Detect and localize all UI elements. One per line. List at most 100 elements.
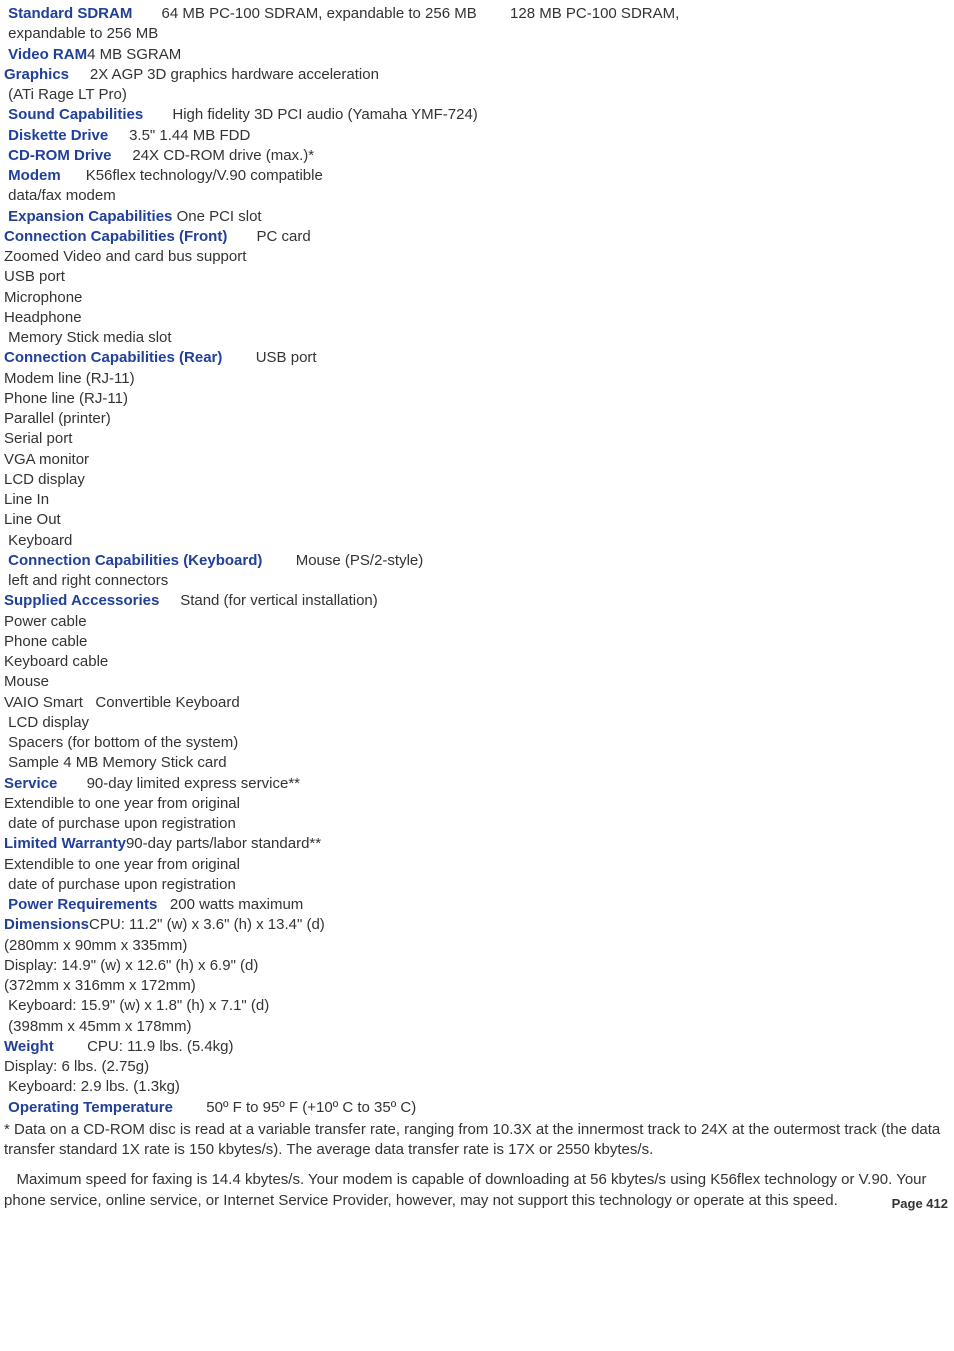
row-gap [173, 1099, 206, 1116]
spec-value: (ATi Rage LT Pro) [4, 86, 127, 103]
spec-value: 24X CD-ROM drive (max.)* [132, 147, 314, 164]
spec-row: VAIO Smart Convertible Keyboard [4, 693, 948, 713]
spec-row: USB port [4, 267, 948, 287]
spec-label: Standard SDRAM [8, 5, 132, 22]
spec-value: left and right connectors [4, 572, 168, 589]
row-gap [143, 106, 172, 123]
spec-row: Power cable [4, 612, 948, 632]
spec-row: Keyboard [4, 531, 948, 551]
spec-row: Power Requirements 200 watts maximum [4, 895, 948, 915]
spec-row: Headphone [4, 308, 948, 328]
page-number: Page 412 [892, 1195, 948, 1213]
spec-value: Mouse (PS/2-style) [296, 552, 424, 569]
spec-row: Connection Capabilities (Rear) USB port [4, 348, 948, 368]
spec-row: VGA monitor [4, 450, 948, 470]
spec-row: Modem K56flex technology/V.90 compatible [4, 166, 948, 186]
spec-label: Limited Warranty [4, 835, 126, 852]
spec-row: date of purchase upon registration [4, 875, 948, 895]
spec-row: Connection Capabilities (Front) PC card [4, 227, 948, 247]
spec-row: Memory Stick media slot [4, 328, 948, 348]
spec-value: 4 MB SGRAM [87, 46, 181, 63]
spec-row: Diskette Drive 3.5" 1.44 MB FDD [4, 126, 948, 146]
spec-value: USB port [256, 349, 317, 366]
spec-value: data/fax modem [4, 187, 116, 204]
spec-value: VGA monitor [4, 451, 89, 468]
row-gap [132, 5, 161, 22]
spec-value: Keyboard: 15.9" (w) x 1.8" (h) x 7.1" (d… [4, 997, 269, 1014]
spec-row: data/fax modem [4, 186, 948, 206]
spec-row: Mouse [4, 672, 948, 692]
row-gap [69, 66, 90, 83]
row-gap [159, 592, 180, 609]
spec-row: Modem line (RJ-11) [4, 369, 948, 389]
spec-value: Keyboard [4, 532, 72, 549]
spec-value: Sample 4 MB Memory Stick card [4, 754, 227, 771]
spec-row: Display: 14.9" (w) x 12.6" (h) x 6.9" (d… [4, 956, 948, 976]
spec-value: Extendible to one year from original [4, 795, 240, 812]
spec-row: Video RAM4 MB SGRAM [4, 45, 948, 65]
spec-row: Microphone [4, 288, 948, 308]
spec-label: Connection Capabilities (Keyboard) [8, 552, 262, 569]
spec-value: Spacers (for bottom of the system) [4, 734, 238, 751]
spec-row: Phone cable [4, 632, 948, 652]
spec-value: Line In [4, 491, 49, 508]
footnote-1: * Data on a CD-ROM disc is read at a var… [4, 1120, 948, 1161]
spec-value: (372mm x 316mm x 172mm) [4, 977, 196, 994]
spec-value: LCD display [4, 714, 89, 731]
spec-row: Operating Temperature 50º F to 95º F (+1… [4, 1098, 948, 1118]
spec-row: Spacers (for bottom of the system) [4, 733, 948, 753]
spec-row: Parallel (printer) [4, 409, 948, 429]
spec-label: Power Requirements [8, 896, 157, 913]
spec-label: Connection Capabilities (Front) [4, 228, 227, 245]
spec-row: Standard SDRAM 64 MB PC-100 SDRAM, expan… [4, 4, 948, 24]
row-gap [54, 1038, 87, 1055]
spec-rows: Standard SDRAM 64 MB PC-100 SDRAM, expan… [4, 4, 948, 1118]
spec-page: Standard SDRAM 64 MB PC-100 SDRAM, expan… [0, 0, 954, 1219]
spec-row: LCD display [4, 713, 948, 733]
spec-value: Serial port [4, 430, 72, 447]
spec-value: (398mm x 45mm x 178mm) [4, 1018, 192, 1035]
spec-value: date of purchase upon registration [4, 876, 236, 893]
spec-value: 2X AGP 3D graphics hardware acceleration [90, 66, 379, 83]
spec-row: Connection Capabilities (Keyboard) Mouse… [4, 551, 948, 571]
spec-value: Phone cable [4, 633, 87, 650]
spec-row: CD-ROM Drive 24X CD-ROM drive (max.)* [4, 146, 948, 166]
spec-value: Display: 6 lbs. (2.75g) [4, 1058, 149, 1075]
spec-row: Extendible to one year from original [4, 794, 948, 814]
spec-value: Display: 14.9" (w) x 12.6" (h) x 6.9" (d… [4, 957, 258, 974]
spec-value: 3.5" 1.44 MB FDD [129, 127, 250, 144]
spec-row: Sample 4 MB Memory Stick card [4, 753, 948, 773]
spec-row: Weight CPU: 11.9 lbs. (5.4kg) [4, 1037, 948, 1057]
spec-value: Stand (for vertical installation) [180, 592, 378, 609]
spec-value: PC card [257, 228, 311, 245]
spec-row: Service 90-day limited express service** [4, 774, 948, 794]
spec-value: 50º F to 95º F (+10º C to 35º C) [206, 1099, 416, 1116]
spec-value: Power cable [4, 613, 87, 630]
footnote-2-text: Maximum speed for faxing is 14.4 kbytes/… [4, 1171, 927, 1208]
spec-label: Supplied Accessories [4, 592, 159, 609]
spec-value: Mouse [4, 673, 49, 690]
spec-label: Service [4, 775, 57, 792]
spec-value: expandable to 256 MB [4, 25, 158, 42]
spec-row: Extendible to one year from original [4, 855, 948, 875]
spec-value: Extendible to one year from original [4, 856, 240, 873]
spec-label: Diskette Drive [8, 127, 108, 144]
spec-row: DimensionsCPU: 11.2" (w) x 3.6" (h) x 13… [4, 915, 948, 935]
spec-value: 200 watts maximum [170, 896, 303, 913]
spec-row: Keyboard: 2.9 lbs. (1.3kg) [4, 1077, 948, 1097]
spec-row: Keyboard cable [4, 652, 948, 672]
spec-value: Keyboard: 2.9 lbs. (1.3kg) [4, 1078, 180, 1095]
row-gap [262, 552, 295, 569]
spec-row: Line Out [4, 510, 948, 530]
spec-row: Graphics 2X AGP 3D graphics hardware acc… [4, 65, 948, 85]
spec-row: date of purchase upon registration [4, 814, 948, 834]
footnote-2: Maximum speed for faxing is 14.4 kbytes/… [4, 1170, 948, 1211]
spec-label: Weight [4, 1038, 54, 1055]
spec-value: USB port [4, 268, 65, 285]
spec-label: Video RAM [8, 46, 87, 63]
spec-value: CPU: 11.9 lbs. (5.4kg) [87, 1038, 233, 1055]
spec-value: Modem line (RJ-11) [4, 370, 135, 387]
spec-row: Serial port [4, 429, 948, 449]
footnote-2-indent [4, 1171, 17, 1188]
spec-value: K56flex technology/V.90 compatible [86, 167, 323, 184]
